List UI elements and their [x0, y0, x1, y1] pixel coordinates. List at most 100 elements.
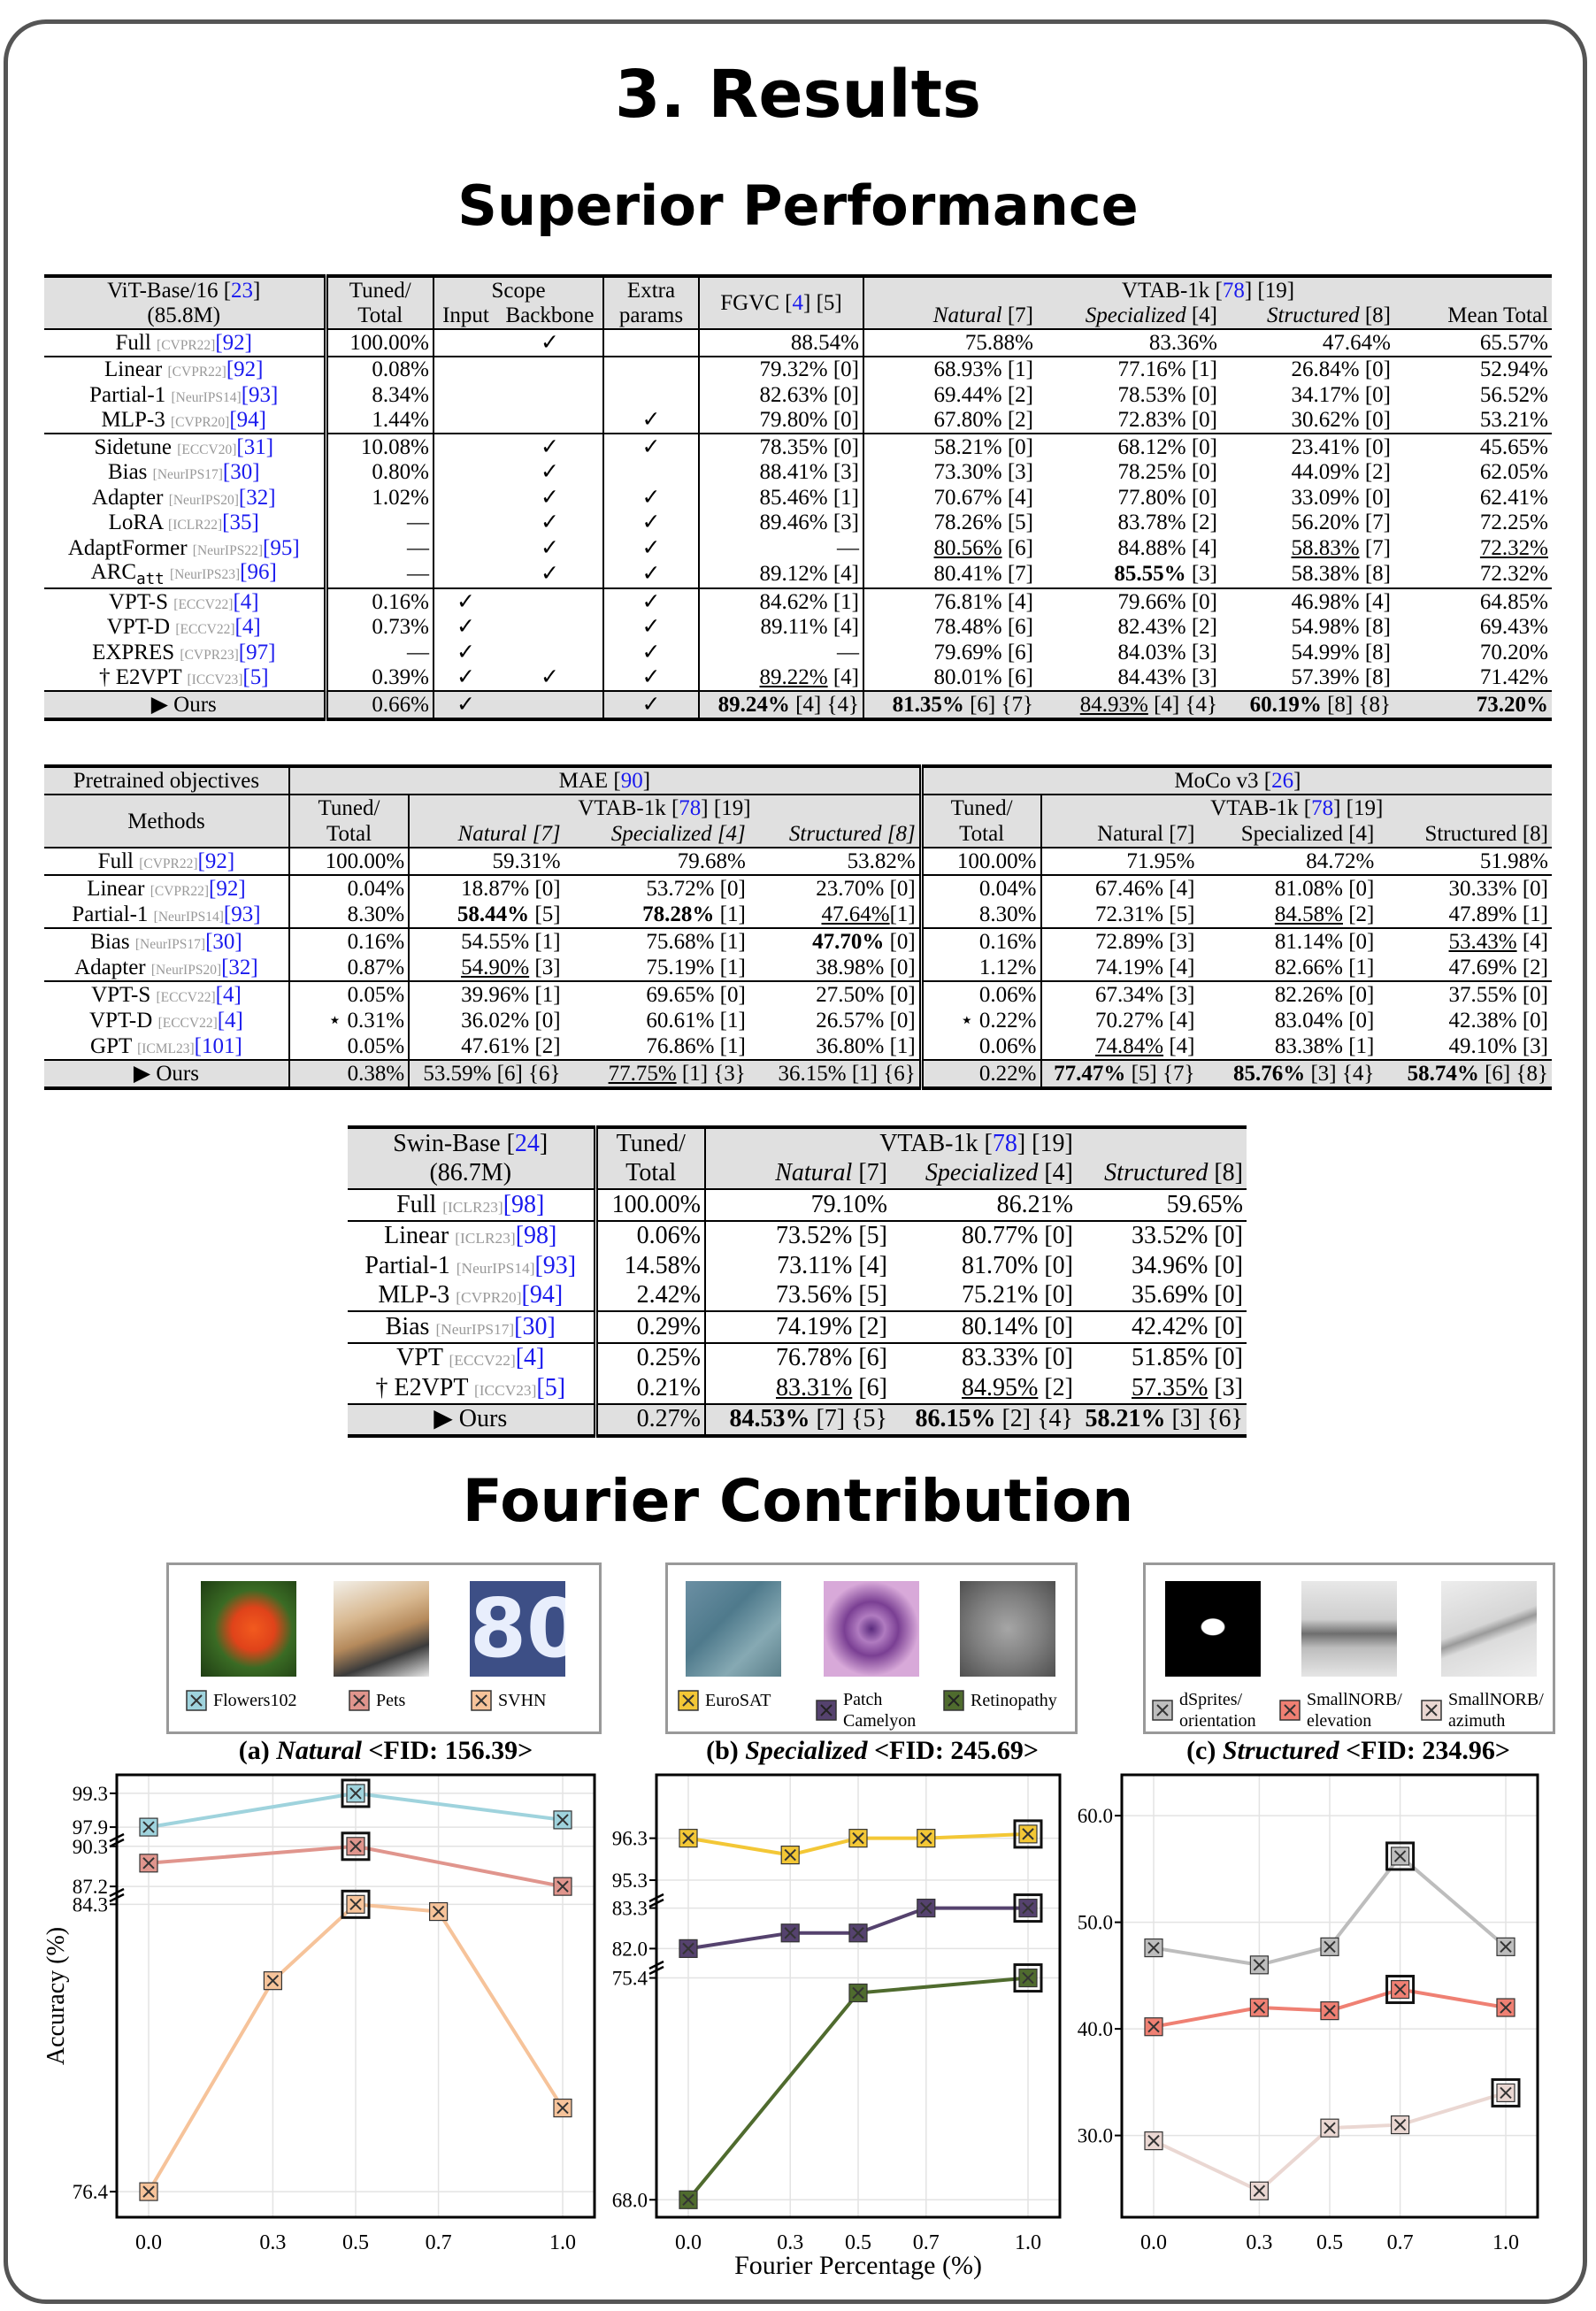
data-point [341, 1889, 371, 1919]
x-marker-icon [1279, 1700, 1301, 1721]
y-tick-label: 50.0 [1078, 1912, 1113, 1934]
table-row-ours: ▶ Ours [44, 1059, 289, 1090]
header-model: Swin-Base [24] [348, 1125, 595, 1159]
header-extra: Extra [602, 274, 699, 303]
y-axis-label: Accuracy (%) [42, 1927, 70, 2065]
legend-structured: dSprites/ orientation SmallNORB/ elevati… [1143, 1562, 1555, 1734]
header-backbone: Backbone [497, 303, 603, 329]
legend-item-pets: Pets [348, 1689, 405, 1712]
header-specialized: Specialized [4] [1037, 303, 1221, 329]
x-tick-label: 0.0 [675, 2231, 702, 2254]
header-tuned-mae: Tuned/ [288, 794, 410, 821]
data-point [1385, 1975, 1416, 2005]
y-tick-label: 68.0 [612, 2189, 648, 2211]
data-point [848, 1923, 868, 1943]
x-tick-label: 1.0 [1492, 2231, 1519, 2254]
x-marker-icon [678, 1690, 699, 1711]
legend-item-retinopathy: Retinopathy [942, 1689, 1057, 1712]
data-point [341, 1778, 371, 1808]
header-tuned: Tuned/ [323, 274, 434, 303]
y-tick-label: 76.4 [73, 2181, 109, 2203]
data-point [1496, 1937, 1515, 1956]
y-tick-label: 90.3 [73, 1836, 108, 1858]
x-marker-icon [1421, 1700, 1442, 1721]
panel-title-structured: (c) Structured <FID: 234.96> [1186, 1736, 1510, 1765]
header-pretrained: Pretrained objectives [44, 764, 289, 795]
data-point [553, 1877, 572, 1896]
section-title-performance: Superior Performance [457, 173, 1139, 238]
data-point [553, 2098, 572, 2118]
data-point [848, 1829, 868, 1848]
header-structured-mae: Structured [8] [748, 821, 922, 848]
header-fgvc: FGVC [4] [5] [698, 274, 863, 329]
legend-natural: 80 Flowers102 Pets SVHN [166, 1562, 602, 1734]
data-point [1144, 1938, 1163, 1958]
legend-item-patch-camelyon: Patch Camelyon [815, 1689, 932, 1731]
data-point [1491, 2077, 1521, 2108]
header-model: ViT-Base/16 [23] [44, 274, 326, 303]
data-point [780, 1845, 800, 1865]
legend-specialized: EuroSAT Patch Camelyon Retinopathy [665, 1562, 1078, 1734]
y-tick-label: 40.0 [1078, 2018, 1113, 2040]
table-row: MLP-3 [CVPR20][94] [378, 1281, 564, 1309]
table-row: GPT [ICML23][101] [90, 1034, 242, 1058]
table-row: Full [ICLR23][98] [348, 1188, 595, 1221]
table-row: † E2VPT [ICCV23][5] [98, 665, 269, 690]
data-point [341, 1831, 371, 1862]
legend-item-flowers: Flowers102 [185, 1689, 296, 1712]
table-row: Partial-1 [NeurIPS14][93] [89, 382, 279, 407]
data-point [848, 1983, 868, 2003]
table-row: Bias [NeurIPS17][30] [44, 927, 289, 955]
data-point [917, 1829, 936, 1848]
header-vtab-moco: VTAB-1k [78] [19] [1040, 794, 1552, 821]
table-row: VPT-D [ECCV22][4] [106, 615, 261, 640]
header-input: Input [433, 303, 497, 329]
x-marker-icon [943, 1690, 964, 1711]
data-point [917, 1898, 936, 1918]
legend-item-smallnorb-azimuth: SmallNORB/ azimuth [1420, 1689, 1553, 1731]
table-row: MLP-3 [CVPR20][94] [101, 408, 266, 433]
data-point [679, 1939, 698, 1958]
data-point [553, 1810, 572, 1830]
x-tick-label: 0.7 [1387, 2231, 1414, 2254]
header-total: Total [593, 1158, 705, 1189]
table-row: Adapter [NeurIPS20][32] [91, 485, 276, 510]
legend-item-svhn: SVHN [470, 1689, 546, 1712]
plot-frame [115, 1773, 596, 2219]
axis-break [648, 1960, 664, 1976]
panel-title-specialized: (b) Specialized <FID: 245.69> [706, 1736, 1039, 1765]
table-row: Linear [ICLR23][98] [348, 1219, 595, 1251]
axis-break [109, 1887, 125, 1903]
table-row: ARCatt [NeurIPS23][96] [90, 559, 277, 588]
header-tuned: Tuned/ [593, 1125, 705, 1159]
header-specialized-moco: Specialized [4] [1198, 821, 1378, 848]
header-mean: Mean Total [1394, 303, 1552, 329]
y-tick-label: 97.9 [73, 1816, 108, 1839]
x-tick-label: 1.0 [549, 2231, 576, 2254]
y-tick-label: 60.0 [1078, 1805, 1113, 1827]
header-params: params [602, 303, 699, 329]
flowers-thumbnail [201, 1581, 296, 1677]
header-model-size: (85.8M) [44, 303, 326, 329]
swin-results-table: Swin-Base [24] Tuned/VTAB-1k [78] [19] (8… [348, 1125, 1247, 1438]
header-specialized-mae: Specialized [4] [564, 821, 749, 848]
header-mae: MAE [90] [288, 764, 922, 795]
legend-item-eurosat: EuroSAT [677, 1689, 771, 1712]
x-tick-label: 1.0 [1015, 2231, 1041, 2254]
table-row: LoRA [ICLR22][35] [108, 511, 259, 535]
x-tick-label: 0.5 [845, 2231, 871, 2254]
y-tick-label: 83.3 [612, 1898, 648, 1920]
data-point [679, 1829, 698, 1848]
x-tick-label: 0.0 [1140, 2231, 1167, 2254]
data-point [1320, 2001, 1339, 2021]
table-row: Partial-1 [NeurIPS14][93] [364, 1251, 577, 1279]
header-structured-moco: Structured [8] [1377, 821, 1552, 848]
table-row: AdaptFormer [NeurIPS22][95] [67, 535, 300, 560]
data-point [1013, 1819, 1043, 1849]
y-tick-label: 96.3 [612, 1828, 648, 1850]
chart-structured: 0.0 0.3 0.5 0.7 1.0 60.0 50.0 40.0 30.0 [1078, 1773, 1539, 2254]
data-point [1144, 2017, 1163, 2037]
page-title: 3. Results [614, 57, 982, 133]
data-point [263, 1971, 282, 1991]
header-natural-mae: Natural [7] [408, 821, 564, 848]
